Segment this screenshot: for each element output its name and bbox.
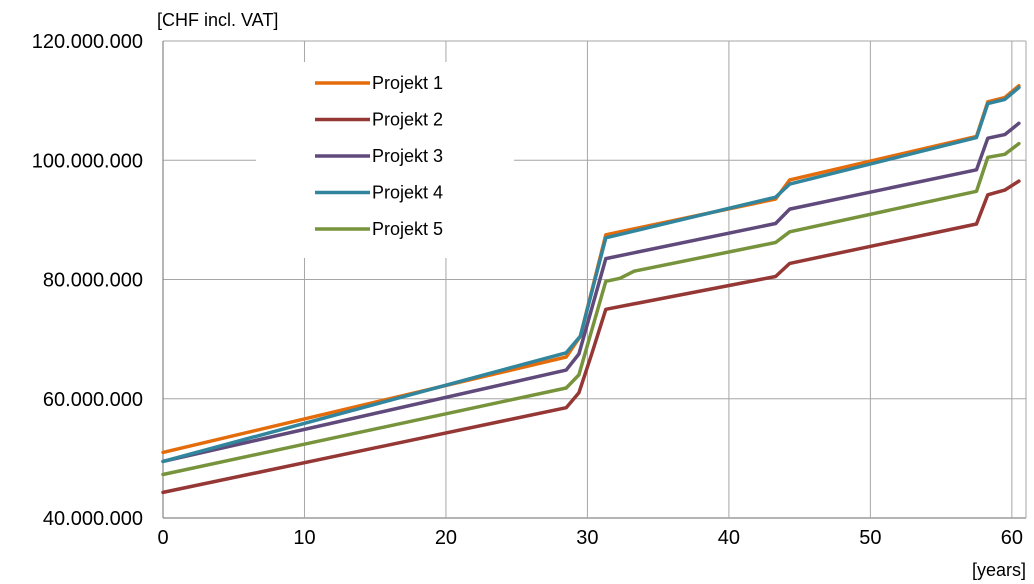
y-tick-label: 60.000.000 bbox=[43, 389, 143, 411]
legend-label: Projekt 5 bbox=[372, 219, 443, 239]
gridlines bbox=[162, 40, 1027, 519]
series-line-projekt-3 bbox=[161, 121, 1021, 464]
series-line-projekt-2 bbox=[161, 179, 1021, 495]
y-tick-label: 80.000.000 bbox=[43, 270, 143, 292]
y-tick-label: 100.000.000 bbox=[32, 150, 143, 172]
y-tick-label: 40.000.000 bbox=[43, 508, 143, 530]
x-tick-label: 10 bbox=[293, 527, 315, 549]
x-tick-label: 20 bbox=[435, 527, 457, 549]
legend-label: Projekt 2 bbox=[372, 110, 443, 130]
series-lines bbox=[161, 83, 1021, 495]
y-axis-label: [CHF incl. VAT] bbox=[157, 10, 278, 30]
x-tick-label: 50 bbox=[859, 527, 881, 549]
legend-label: Projekt 1 bbox=[372, 73, 443, 93]
legend-label: Projekt 4 bbox=[372, 183, 443, 203]
legend: Projekt 1 Projekt 2 Projekt 3 Projekt 4 Proj… bbox=[256, 62, 514, 258]
tick-labels: 40.000.000 60.000.000 80.000.000 100.000.00… bbox=[32, 31, 1023, 549]
x-tick-label: 60 bbox=[1001, 527, 1023, 549]
y-tick-label: 120.000.000 bbox=[32, 31, 143, 53]
x-tick-label: 40 bbox=[718, 527, 740, 549]
x-tick-label: 30 bbox=[576, 527, 598, 549]
series-line-projekt-5 bbox=[161, 141, 1021, 477]
x-tick-label: 0 bbox=[157, 527, 168, 549]
x-axis-label: [years] bbox=[972, 560, 1026, 580]
legend-label: Projekt 3 bbox=[372, 146, 443, 166]
series-line-projekt-4 bbox=[161, 85, 1021, 464]
legend-background bbox=[256, 62, 514, 258]
